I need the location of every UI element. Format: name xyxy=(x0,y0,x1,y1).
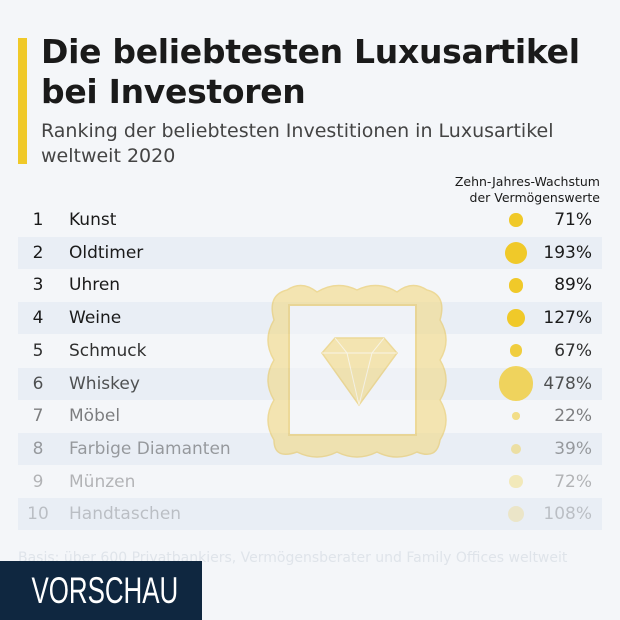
table-row: 5 Schmuck 67% xyxy=(18,335,602,367)
item-name: Kunst xyxy=(69,210,117,230)
growth-bubble xyxy=(512,412,520,420)
growth-value: 67% xyxy=(554,340,592,361)
item-name: Oldtimer xyxy=(69,242,144,263)
rank: 9 xyxy=(32,471,44,492)
rank: 5 xyxy=(32,340,44,361)
subtitle: Ranking der beliebtesten Investitionen i… xyxy=(41,120,554,167)
column-header: Zehn-Jahres-Wachstum der Vermögenswerte xyxy=(454,174,600,205)
growth-bubble xyxy=(509,474,523,489)
rank: 6 xyxy=(32,373,44,394)
diamond-frame-icon xyxy=(267,284,447,458)
growth-value: 478% xyxy=(543,373,592,394)
rank: 8 xyxy=(32,438,44,459)
growth-value: 39% xyxy=(554,438,592,459)
growth-value: 193% xyxy=(543,242,592,263)
growth-value: 108% xyxy=(543,504,592,525)
preview-banner: VORSCHAU xyxy=(0,561,202,620)
growth-value: 127% xyxy=(543,308,592,329)
item-name: Handtaschen xyxy=(69,504,182,525)
rank: 7 xyxy=(32,406,44,427)
growth-value: 72% xyxy=(554,471,592,492)
table-row: 9 Münzen 72% xyxy=(18,466,602,498)
table-row: 1 Kunst 71% xyxy=(18,204,602,236)
growth-value: 22% xyxy=(554,406,592,427)
item-name: Uhren xyxy=(69,275,121,296)
item-name: Münzen xyxy=(69,471,136,492)
rank: 4 xyxy=(32,308,44,329)
growth-bubble xyxy=(507,506,525,523)
growth-bubble xyxy=(508,277,524,293)
table-row: 10 Handtaschen 108% xyxy=(18,498,602,531)
item-name: Schmuck xyxy=(69,340,147,361)
item-name: Möbel xyxy=(69,406,121,427)
rank: 10 xyxy=(27,504,49,525)
growth-bubble xyxy=(498,366,534,401)
growth-bubble xyxy=(509,213,523,227)
item-name: Farbige Diamanten xyxy=(69,438,231,459)
table-row: 7 Möbel 22% xyxy=(18,400,602,432)
accent-bar xyxy=(18,38,27,164)
rank: 1 xyxy=(32,210,44,230)
growth-value: 89% xyxy=(554,275,592,296)
growth-bubble xyxy=(507,309,525,327)
page-title: Die beliebtesten Luxusartikel bei Invest… xyxy=(41,32,580,111)
growth-value: 71% xyxy=(554,210,592,230)
growth-bubble xyxy=(505,241,527,264)
growth-bubble xyxy=(509,344,523,358)
table-row: 3 Uhren 89% xyxy=(18,269,602,301)
rank: 3 xyxy=(32,275,44,296)
growth-bubble xyxy=(511,443,521,454)
item-name: Weine xyxy=(69,308,122,329)
preview-label: VORSCHAU xyxy=(31,570,179,611)
rank: 2 xyxy=(32,242,44,263)
item-name: Whiskey xyxy=(69,373,140,394)
table-row: 2 Oldtimer 193% xyxy=(18,236,602,269)
